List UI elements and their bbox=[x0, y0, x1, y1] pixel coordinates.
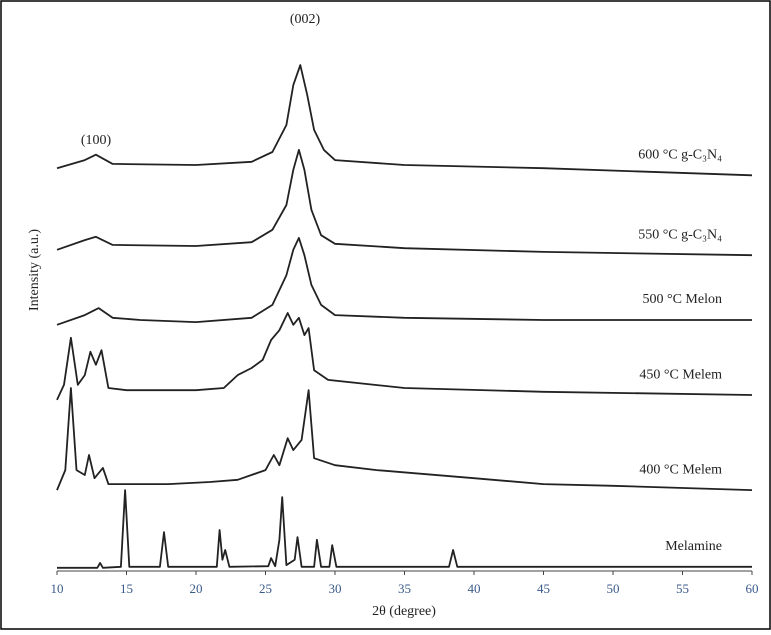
series-line bbox=[56, 312, 753, 401]
series-line bbox=[56, 64, 753, 177]
series-line bbox=[56, 149, 753, 257]
x-tick-label: 25 bbox=[259, 581, 272, 596]
x-tick-label: 45 bbox=[537, 581, 550, 596]
x-tick-label: 35 bbox=[398, 581, 411, 596]
series-line bbox=[57, 489, 752, 569]
series-line bbox=[56, 237, 752, 326]
x-tick-label: 40 bbox=[468, 581, 481, 596]
y-axis-label: Intensity (a.u.) bbox=[27, 229, 42, 311]
annotation: (100) bbox=[81, 133, 112, 148]
series-label: 550 °C g-C₃N₄ bbox=[638, 227, 722, 242]
x-tick-label: 30 bbox=[329, 581, 342, 596]
x-tick-label: 50 bbox=[607, 581, 620, 596]
series-label: Melamine bbox=[665, 539, 722, 554]
x-tick-label: 15 bbox=[120, 581, 133, 596]
x-tick-label: 20 bbox=[190, 581, 203, 596]
series-label: 400 °C Melem bbox=[639, 462, 722, 477]
x-tick-label: 10 bbox=[51, 581, 64, 596]
series-label: 450 °C Melem bbox=[639, 367, 722, 382]
series-label: 600 °C g-C₃N₄ bbox=[638, 147, 722, 162]
annotation: (002) bbox=[290, 12, 321, 27]
series-label: 500 °C Melon bbox=[643, 292, 723, 307]
x-tick-label: 60 bbox=[746, 581, 759, 596]
series-line bbox=[56, 387, 753, 491]
x-axis-label: 2θ (degree) bbox=[372, 604, 436, 619]
x-tick-label: 55 bbox=[676, 581, 689, 596]
